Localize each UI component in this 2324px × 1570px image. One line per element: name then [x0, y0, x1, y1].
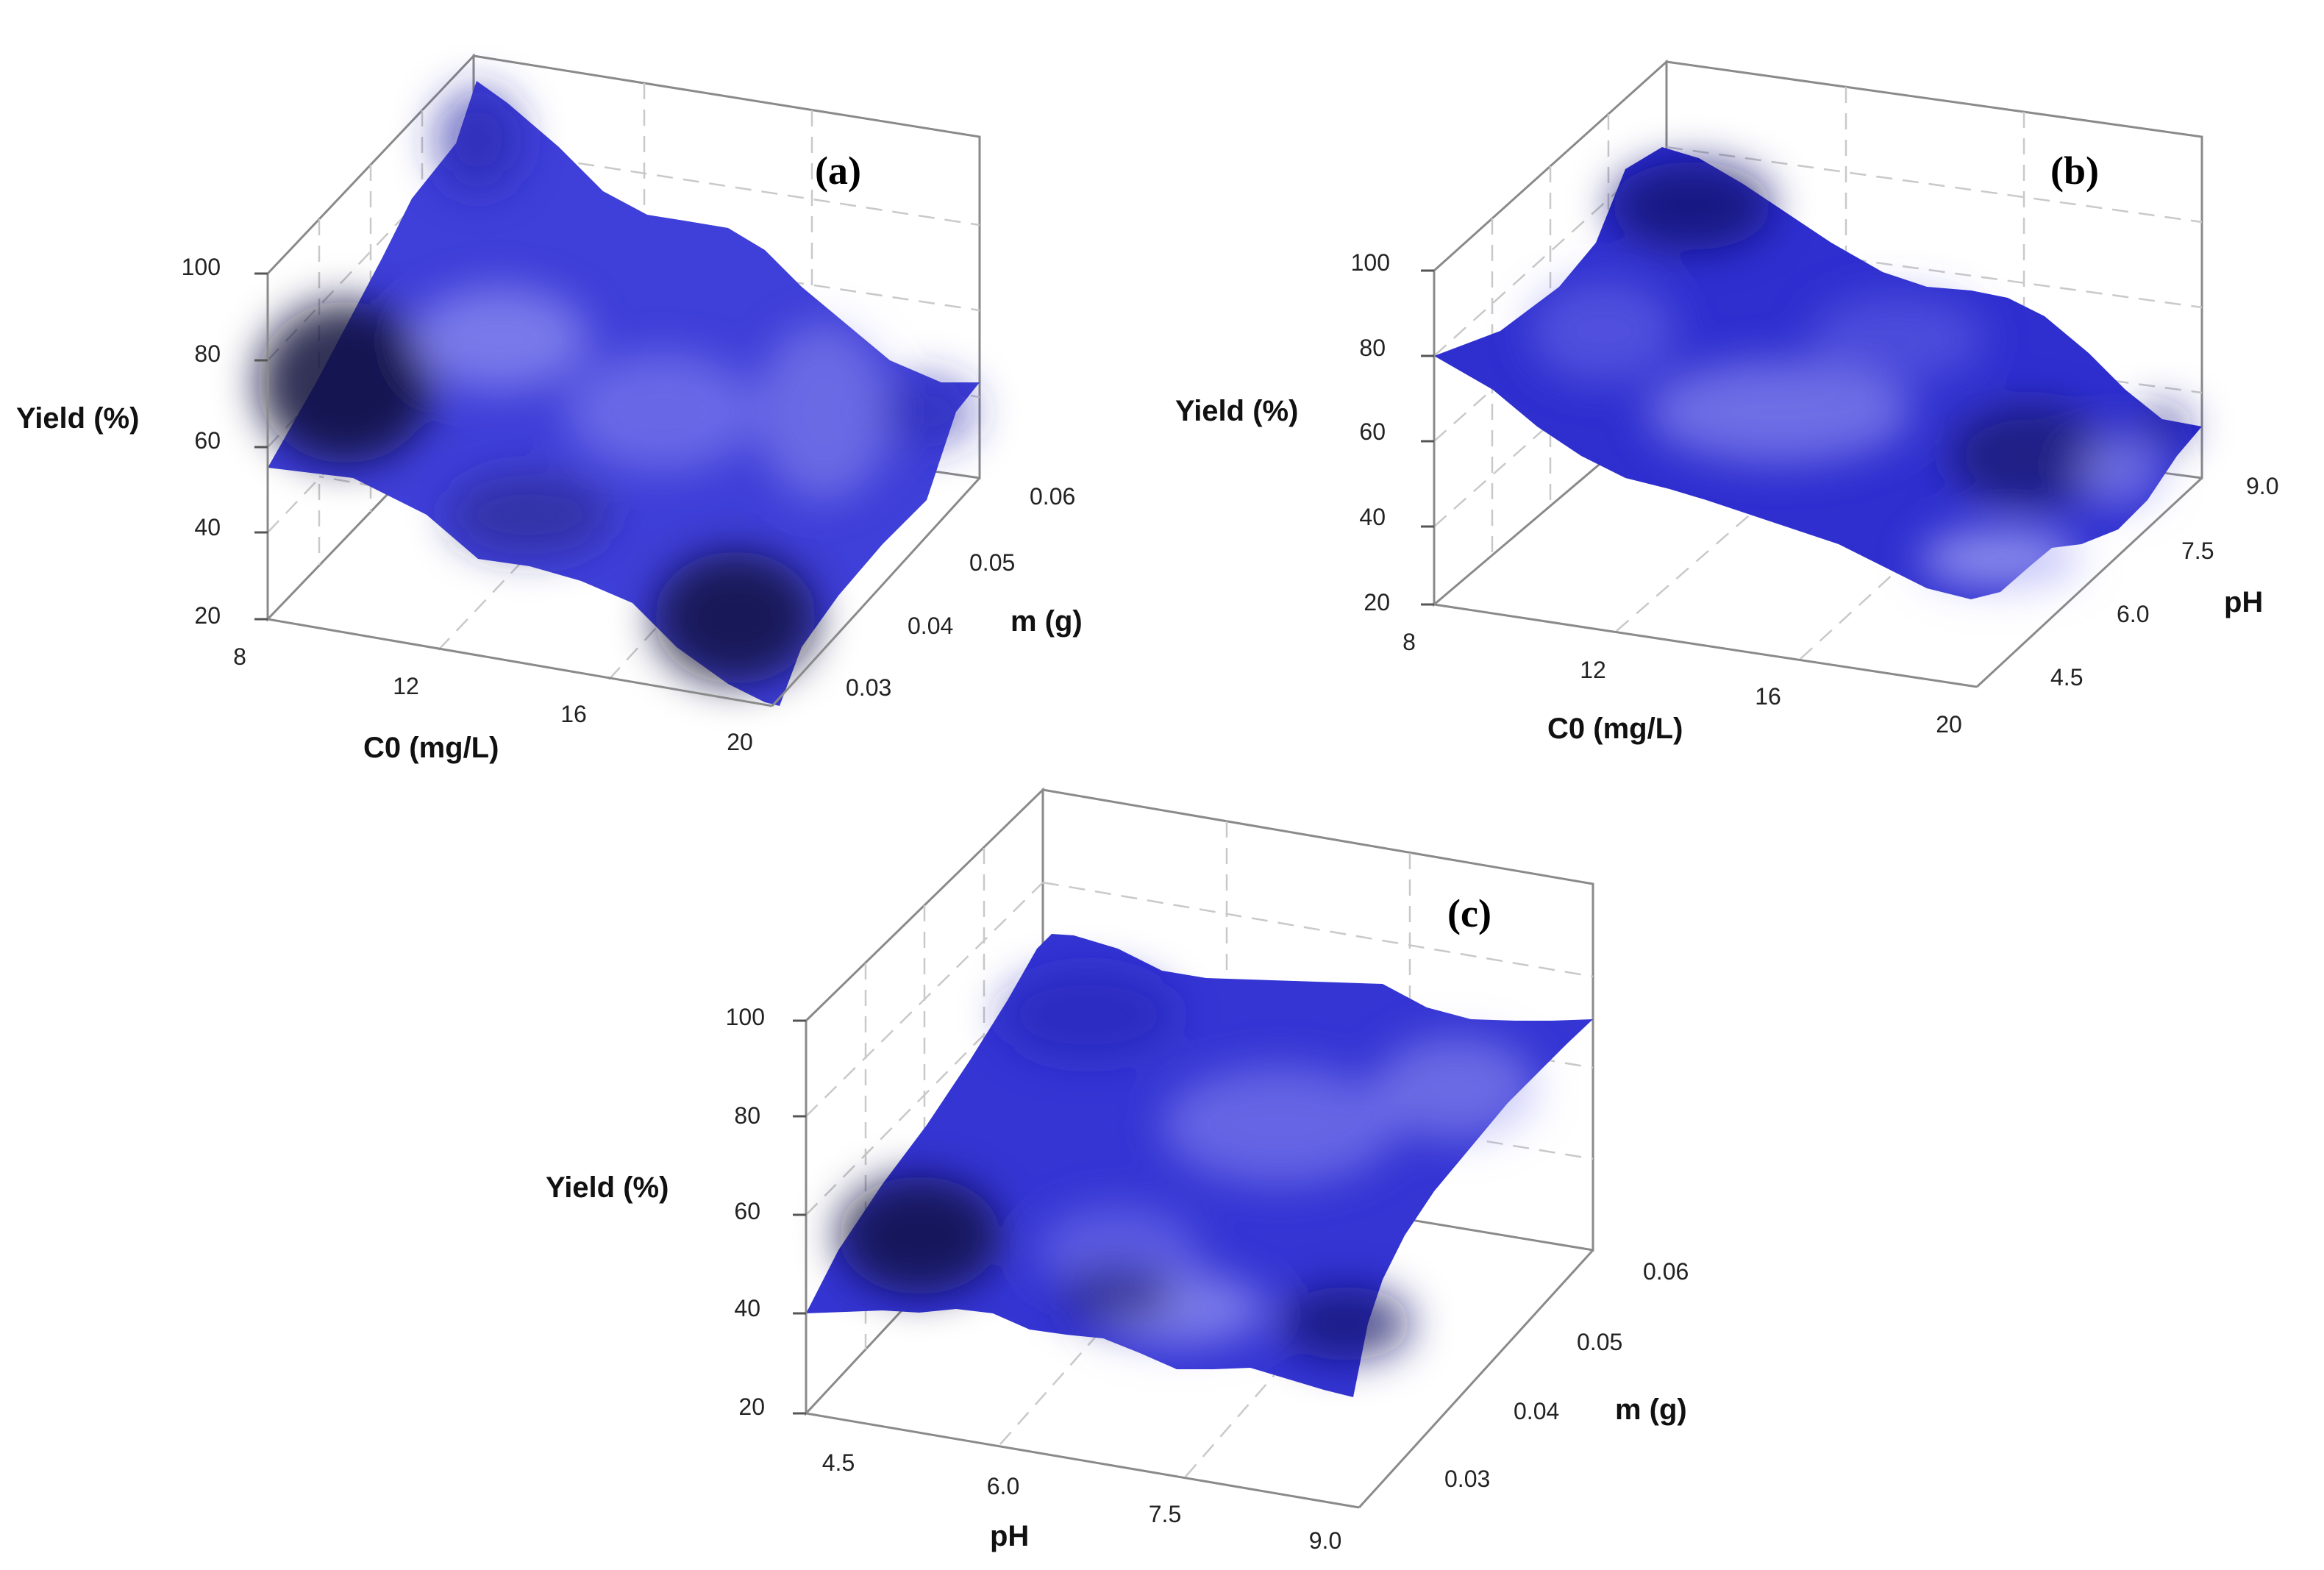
z-tick-a-2: 60	[194, 427, 221, 454]
y-tick-c-3: 0.06	[1643, 1258, 1689, 1285]
panel-label-a: (a)	[815, 149, 861, 193]
panel-c: 100 80 60 40 20 4.5 6.0 7.5 9.0 0.03 0.0…	[546, 787, 1689, 1554]
y-axis-b	[1975, 477, 2203, 688]
x-axis-c	[805, 1412, 1360, 1509]
y-tick-c-0: 0.03	[1444, 1466, 1490, 1492]
x-axis-b	[1433, 603, 1978, 688]
y-label-c: m (g)	[1615, 1394, 1687, 1426]
z-tick-c-2: 60	[734, 1198, 760, 1224]
z-label-c: Yield (%)	[546, 1171, 669, 1204]
z-tick-b-1: 80	[1359, 335, 1386, 361]
y-tick-a-3: 0.06	[1030, 483, 1075, 510]
x-tick-b-1: 12	[1580, 657, 1606, 683]
x-tick-a-1: 12	[393, 673, 419, 699]
x-tick-c-0: 4.5	[822, 1449, 855, 1476]
x-tick-a-2: 16	[560, 701, 587, 727]
z-tick-a-1: 80	[194, 340, 221, 367]
y-tick-a-0: 0.03	[846, 674, 891, 701]
y-label-b: pH	[2224, 586, 2263, 618]
x-label-b: C0 (mg/L)	[1547, 713, 1683, 745]
y-tick-c-1: 0.04	[1514, 1398, 1559, 1424]
z-tick-b-2: 60	[1359, 418, 1386, 445]
z-tick-c-3: 40	[734, 1295, 760, 1321]
x-axis-a	[267, 618, 773, 707]
panel-label-b: (b)	[2050, 149, 2099, 193]
z-label-a: Yield (%)	[16, 402, 139, 435]
y-tick-b-3: 9.0	[2246, 473, 2278, 499]
x-tick-c-1: 6.0	[987, 1473, 1019, 1499]
y-tick-a-2: 0.05	[969, 549, 1015, 576]
y-label-a: m (g)	[1010, 605, 1083, 638]
z-label-b: Yield (%)	[1175, 395, 1298, 427]
z-tick-b-0: 100	[1351, 249, 1390, 276]
z-tick-a-4: 20	[194, 602, 221, 629]
x-label-a: C0 (mg/L)	[363, 732, 499, 764]
x-label-c: pH	[990, 1520, 1029, 1552]
surface-a	[257, 81, 980, 706]
y-axis-c	[1358, 1249, 1594, 1509]
surface-c	[806, 934, 1593, 1397]
x-tick-c-2: 7.5	[1149, 1501, 1181, 1527]
x-tick-a-0: 8	[233, 643, 246, 670]
z-tick-b-3: 40	[1359, 504, 1386, 530]
y-tick-b-2: 7.5	[2181, 538, 2214, 564]
z-tick-c-0: 100	[726, 1004, 765, 1030]
y-axis-a	[771, 477, 981, 707]
y-tick-b-0: 4.5	[2050, 664, 2083, 691]
panel-label-c: (c)	[1447, 891, 1491, 935]
y-tick-b-1: 6.0	[2117, 601, 2149, 627]
panel-b: 100 80 60 40 20 8 12 16 20 4.5 6.0 7.5 9…	[1175, 59, 2278, 745]
z-tick-c-4: 20	[738, 1394, 765, 1420]
surface-b	[1434, 147, 2202, 599]
x-tick-c-3: 9.0	[1309, 1527, 1341, 1554]
z-tick-c-1: 80	[734, 1102, 760, 1129]
panel-a: 100 80 60 40 20 8 12 16 20 0.03 0.04 0.0…	[16, 53, 1083, 764]
x-tick-a-3: 20	[727, 729, 753, 755]
y-tick-c-2: 0.05	[1577, 1329, 1622, 1355]
x-tick-b-0: 8	[1402, 629, 1416, 655]
z-tick-b-4: 20	[1364, 589, 1390, 615]
y-tick-a-1: 0.04	[908, 613, 953, 639]
x-tick-b-2: 16	[1755, 683, 1781, 710]
z-tick-a-3: 40	[194, 514, 221, 540]
z-tick-a-0: 100	[182, 254, 221, 280]
x-tick-b-3: 20	[1936, 711, 1962, 738]
